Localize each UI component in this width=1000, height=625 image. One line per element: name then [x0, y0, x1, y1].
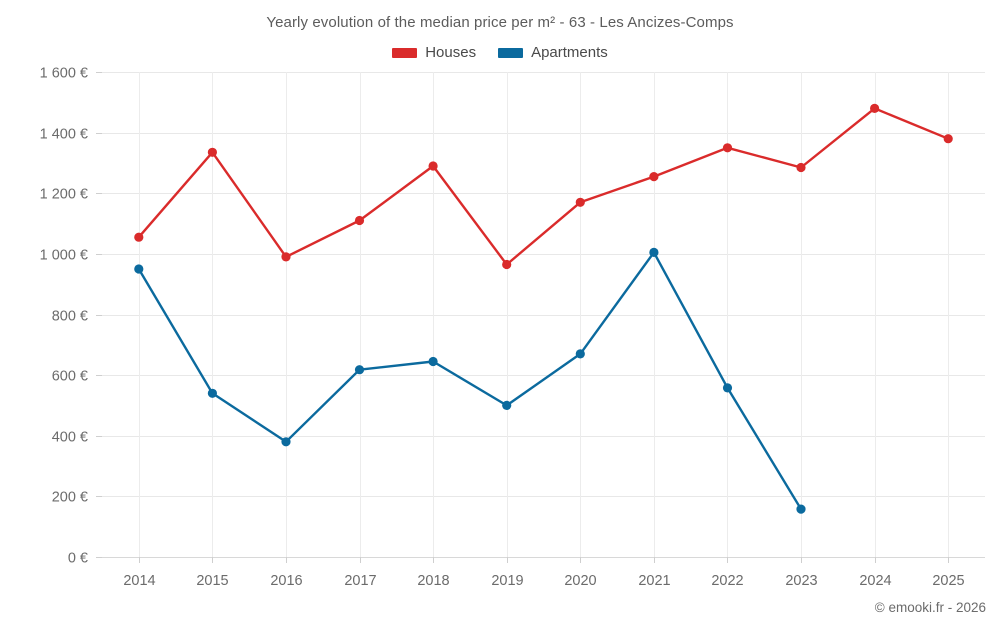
x-axis-tick-label: 2016 — [270, 573, 302, 589]
y-axis-tick-label: 200 € — [52, 490, 88, 506]
legend-item-houses[interactable]: Houses — [392, 44, 476, 61]
data-point-apartments[interactable] — [134, 264, 144, 274]
y-axis-tick-label: 1 600 € — [40, 66, 88, 82]
x-axis-tick-label: 2018 — [417, 573, 449, 589]
data-point-apartments[interactable] — [281, 437, 291, 447]
page-title: Yearly evolution of the median price per… — [266, 14, 734, 31]
data-point-apartments[interactable] — [502, 400, 512, 410]
axis-ticks-layer — [96, 72, 949, 563]
y-axis-tick-label: 600 € — [52, 369, 88, 385]
x-axis-tick-label: 2022 — [711, 573, 743, 589]
data-point-houses[interactable] — [281, 252, 291, 262]
x-axis-tick-label: 2021 — [638, 573, 670, 589]
data-point-houses[interactable] — [796, 162, 806, 173]
legend-item-apartments[interactable]: Apartments — [498, 44, 608, 61]
data-point-houses[interactable] — [502, 259, 512, 270]
x-axis-tick-label: 2020 — [564, 573, 596, 589]
data-point-apartments[interactable] — [722, 383, 733, 393]
x-axis-tick-label: 2023 — [785, 573, 817, 589]
data-series-layer — [134, 103, 953, 514]
chart-legend: Houses Apartments — [0, 44, 1000, 61]
data-point-houses[interactable] — [428, 161, 438, 171]
y-axis-tick-label: 1 000 € — [40, 248, 88, 264]
grid-layer — [102, 72, 985, 558]
x-axis-tick-label: 2025 — [932, 573, 964, 589]
legend-label-houses: Houses — [425, 44, 477, 61]
y-axis-tick-label: 400 € — [52, 430, 88, 446]
legend-label-apartments: Apartments — [531, 44, 608, 61]
data-point-apartments[interactable] — [354, 365, 365, 375]
data-point-apartments[interactable] — [207, 388, 217, 398]
legend-swatch-houses — [392, 47, 418, 58]
x-axis-tick-label: 2015 — [196, 573, 228, 589]
y-axis-tick-label: 1 400 € — [40, 127, 88, 143]
data-point-apartments[interactable] — [649, 247, 659, 257]
data-point-houses[interactable] — [870, 103, 880, 113]
legend-swatch-apartments — [498, 47, 524, 58]
x-axis-labels: 2014 2015 2016 2017 2018 2019 2020 2021 2022 2023… — [123, 573, 964, 589]
y-axis-tick-label: 0 € — [68, 551, 88, 567]
series-line-apartments — [137, 251, 803, 511]
x-axis-tick-label: 2024 — [859, 573, 891, 589]
y-axis-tick-label: 1 200 € — [40, 187, 88, 203]
data-point-houses[interactable] — [649, 172, 659, 182]
data-point-houses[interactable] — [207, 147, 217, 157]
data-point-houses[interactable] — [943, 134, 953, 144]
data-point-apartments[interactable] — [575, 349, 585, 359]
data-point-apartments[interactable] — [428, 356, 438, 367]
x-axis-tick-label: 2019 — [491, 573, 523, 589]
x-axis-tick-label: 2017 — [344, 573, 376, 589]
data-point-houses[interactable] — [575, 197, 585, 207]
y-axis-tick-label: 800 € — [52, 309, 88, 325]
series-line-houses — [137, 107, 950, 266]
data-point-houses[interactable] — [134, 232, 144, 242]
data-point-houses[interactable] — [722, 143, 733, 153]
data-point-houses[interactable] — [354, 215, 365, 226]
y-axis-labels: 0 € 200 € 400 € 600 € 800 € 1 000 € 1 200 € 1 4… — [40, 66, 88, 567]
copyright-footer: © emooki.fr - 2026 — [874, 600, 986, 615]
x-axis-tick-label: 2014 — [123, 573, 155, 589]
data-point-apartments[interactable] — [796, 504, 806, 514]
